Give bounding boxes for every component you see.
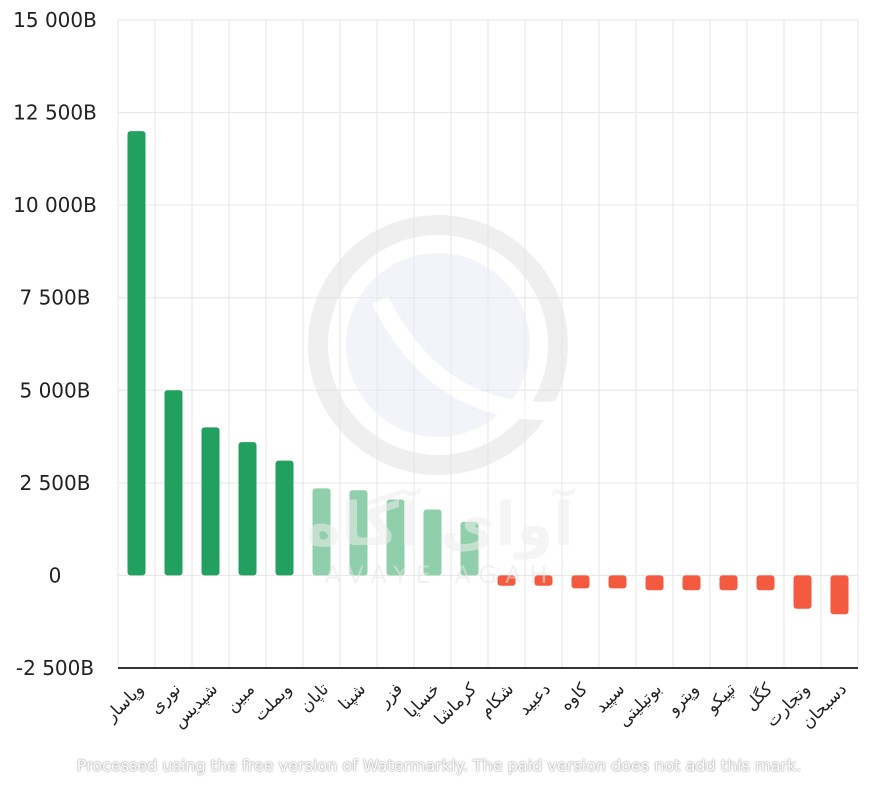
bar [386,499,405,576]
chart-bars [127,131,849,615]
x-tick-label: وبملت [250,679,296,725]
y-tick-label: 12 500B [13,101,97,125]
x-tick-label: شکام [476,679,518,721]
bar [238,442,257,576]
bar [830,575,849,615]
y-tick-label: 5 000B [20,378,91,402]
x-tick-label: تاپان [296,679,333,716]
bar [201,427,220,576]
watermark-notice: Processed using the free version of Wate… [76,756,802,775]
y-tick-label: 7 500B [20,286,91,310]
bar [682,575,701,591]
x-tick-label: کرماشا [431,679,482,730]
bar [460,521,479,576]
y-tick-label: 2 500B [20,471,91,495]
watermark-logo-text: آوای آگاه [306,487,575,560]
bar [645,575,664,591]
bar [164,390,183,576]
x-tick-label: دعبید [515,679,555,719]
watermark-logo-subtext: AVAYE AGAH [325,561,556,589]
y-tick-label: 10 000B [13,193,97,217]
bar [275,460,294,576]
bar [497,575,516,586]
bar [719,575,738,591]
bar [127,131,146,576]
bar [423,509,442,576]
bar [534,575,553,586]
bar [571,575,590,589]
x-tick-label: تپیکو [702,679,740,717]
bar [756,575,775,591]
bar [312,488,331,576]
x-tick-label: شپنا [335,679,370,714]
x-tick-label: وپاسار [101,679,148,726]
bar [349,490,368,576]
bar [793,575,812,609]
y-tick-label: 0 [49,563,62,587]
x-tick-label: وپترو [663,679,703,719]
x-tick-label: کاوه [556,679,592,715]
watermark-logo: آوای آگاه AVAYE AGAH [306,215,575,589]
y-tick-label: -2 500B [16,656,94,680]
bar [608,575,627,589]
y-tick-label: 15 000B [13,8,97,32]
y-axis-ticks: 15 000B 12 500B 10 000B 7 500B 5 000B 2 500B 0… [13,8,97,680]
